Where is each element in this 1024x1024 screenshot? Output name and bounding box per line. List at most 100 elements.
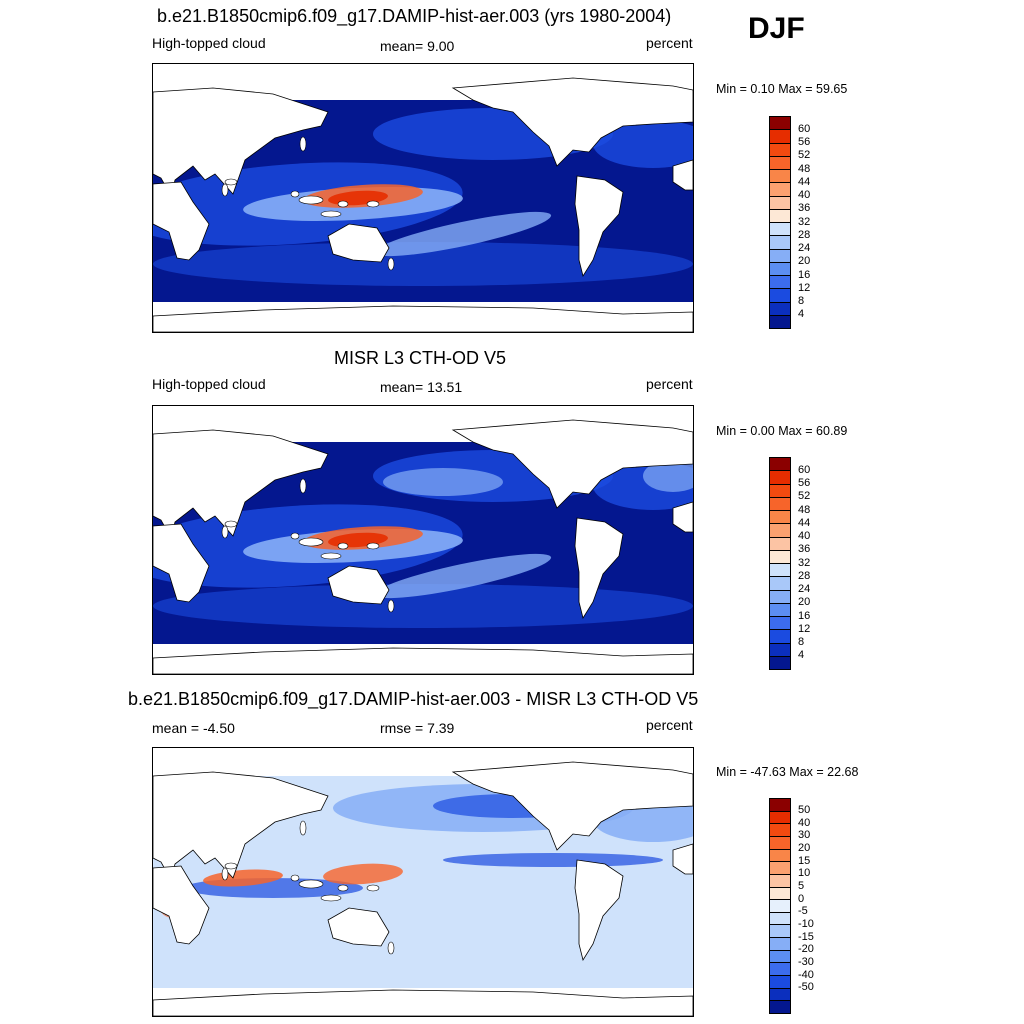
colorbar-swatch — [769, 275, 791, 290]
island-outline — [299, 820, 307, 836]
colorbar-swatch — [769, 899, 791, 913]
land-outline — [153, 865, 210, 945]
colorbar-swatch — [769, 248, 791, 263]
colorbar-swatch — [769, 457, 791, 472]
colorbar-tick-label: 20 — [798, 255, 811, 268]
colorbar-swatch — [769, 937, 791, 951]
colorbar-tick-label: 16 — [798, 268, 811, 281]
colorbar-tick-label: 56 — [798, 477, 811, 489]
colorbar-swatch — [769, 470, 791, 485]
island-outline — [221, 183, 229, 197]
colorbar-tick-label: 4 — [798, 649, 805, 662]
colorbar-swatch — [769, 642, 791, 657]
island-outline — [224, 862, 238, 870]
island-outline — [337, 542, 349, 550]
colorbar-swatch — [769, 195, 791, 210]
land-outline — [672, 843, 693, 875]
colorbar-tick-label: 60 — [798, 463, 811, 476]
land-outline — [327, 223, 390, 263]
panel-3-colorbar: 50 40 30 20 15 10 5 0 -5 -10 -15 -20 -30 -40 -50 — [769, 798, 814, 1014]
land-outline — [327, 907, 390, 947]
panel-3-map-svg — [153, 748, 693, 1016]
cloud-band-spcz — [374, 211, 552, 257]
storm-track-southern-ocean — [153, 584, 693, 628]
colorbar-tick-label: 20 — [798, 842, 811, 855]
colorbar-tick-label: 28 — [798, 569, 811, 582]
panel-1-map — [152, 63, 694, 333]
colorbar-tick-label: -5 — [798, 905, 808, 918]
colorbar-swatch — [769, 975, 791, 989]
island-outline — [366, 200, 380, 208]
land-outline — [153, 523, 210, 603]
island-outline — [337, 884, 349, 892]
colorbar-tick-label: 50 — [798, 804, 811, 817]
colorbar-tick-label: -10 — [798, 917, 814, 930]
island-outline — [221, 867, 229, 881]
land-outline — [153, 305, 693, 332]
colorbar-swatch — [769, 536, 791, 551]
colorbar-swatch — [769, 861, 791, 875]
land-outline — [574, 175, 624, 278]
land-outline — [451, 77, 693, 167]
land-outline — [574, 517, 624, 620]
colorbar-tick-label: 36 — [798, 543, 811, 556]
island-outline — [320, 210, 342, 218]
colorbar-swatch — [769, 602, 791, 617]
colorbar-swatch — [769, 142, 791, 157]
land-outline — [451, 419, 693, 509]
negative-bias-east-pacific — [443, 853, 663, 867]
cloud-band-north-atlantic — [643, 460, 693, 492]
panel-2-title: MISR L3 CTH-OD V5 — [334, 348, 507, 368]
land-outline — [574, 859, 624, 962]
colorbar-swatch — [769, 798, 791, 812]
colorbar-swatch — [769, 301, 791, 316]
colorbar-tick-label: 40 — [798, 530, 811, 542]
colorbar-tick-label: 60 — [798, 122, 811, 135]
colorbar-swatch — [769, 169, 791, 184]
panel-1-title: b.e21.B1850cmip6.f09_g17.DAMIP-hist-aer.… — [157, 6, 672, 26]
island-outline — [320, 894, 342, 902]
island-outline — [290, 874, 300, 882]
colorbar-swatch — [769, 873, 791, 888]
colorbar-tick-label: 56 — [798, 136, 811, 148]
colorbar-swatch — [769, 129, 791, 144]
colorbar-swatch — [769, 222, 791, 237]
colorbar-swatch — [769, 589, 791, 604]
panel-2-colorbar: 60 56 52 48 44 40 36 32 28 24 20 16 12 8 4 — [769, 457, 810, 670]
island-outline — [299, 136, 307, 152]
colorbar-tick-label: 20 — [798, 596, 811, 609]
island-outline — [299, 478, 307, 494]
colorbar-tick-label: 52 — [798, 490, 811, 503]
colorbar-tick-label: 12 — [798, 281, 811, 294]
colorbar-swatch — [769, 483, 791, 498]
colorbar-swatch — [769, 155, 791, 170]
island-outline — [224, 520, 238, 528]
colorbar-tick-label: 44 — [798, 516, 811, 529]
colorbar-tick-label: -30 — [798, 955, 814, 968]
colorbar-swatch — [769, 823, 791, 837]
colorbar-tick-label: 36 — [798, 202, 811, 215]
island-outline — [320, 552, 342, 560]
colorbar-swatch — [769, 616, 791, 631]
colorbar-tick-label: 52 — [798, 149, 811, 162]
panel-2-map-svg — [153, 406, 693, 674]
colorbar-swatch — [769, 962, 791, 977]
panel-3-left-label: mean = -4.50 — [152, 720, 235, 736]
colorbar-tick-label: -40 — [798, 968, 814, 981]
colorbar-tick-label: 44 — [798, 175, 811, 188]
panel-1-colorbar: 60 56 52 48 44 40 36 32 28 24 20 16 12 8 4 — [769, 116, 810, 329]
land-outline — [153, 989, 693, 1016]
island-outline — [387, 941, 395, 955]
colorbar-swatch — [769, 987, 791, 1002]
panel-3-right-label: percent — [646, 717, 693, 733]
colorbar-swatch — [769, 549, 791, 564]
colorbar-tick-label: 16 — [798, 609, 811, 622]
panel-2-minmax: Min = 0.00 Max = 60.89 — [716, 424, 848, 438]
island-outline — [290, 532, 300, 540]
panel-3-center-label: rmse = 7.39 — [380, 720, 455, 736]
colorbar-swatch — [769, 261, 791, 276]
colorbar-tick-label: 32 — [798, 556, 811, 569]
island-outline — [221, 525, 229, 539]
island-outline — [387, 599, 395, 613]
island-outline — [290, 190, 300, 198]
